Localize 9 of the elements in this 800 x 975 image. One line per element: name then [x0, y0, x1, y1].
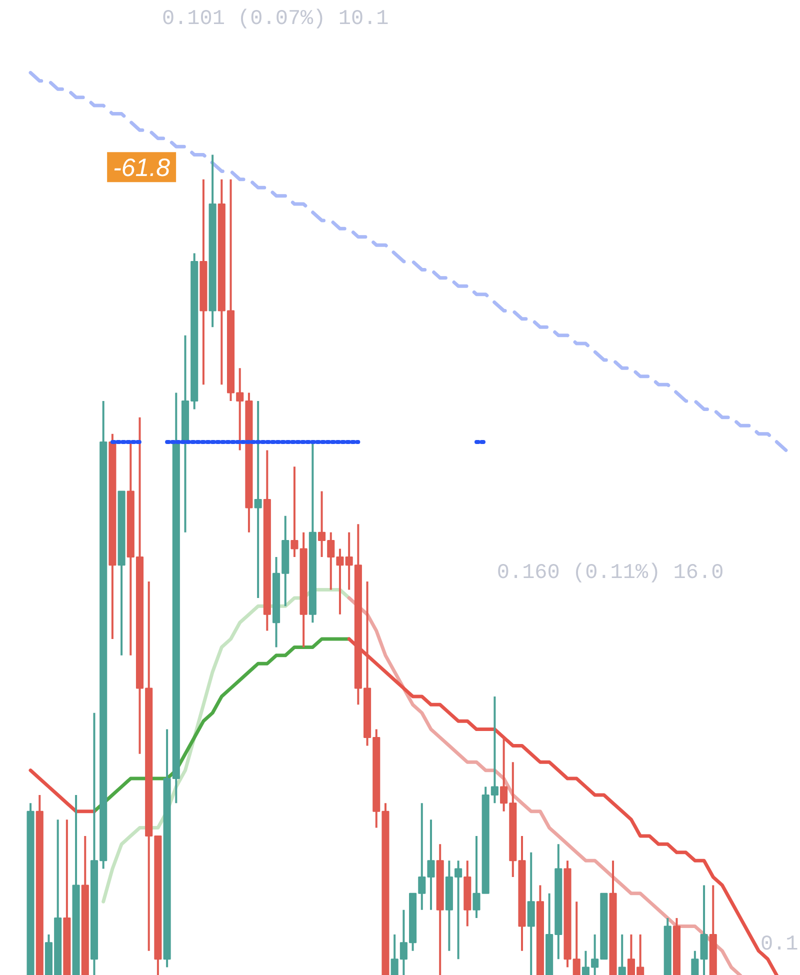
candlestick: [691, 950, 699, 975]
candlestick: [618, 933, 626, 975]
candlestick: [290, 466, 298, 558]
candlestick: [454, 860, 462, 960]
annotation: -61.8: [113, 154, 170, 182]
candlestick: [254, 400, 262, 599]
text: 0.101 (0.07%) 10.1: [162, 8, 389, 31]
annotation: 0.1: [760, 934, 798, 957]
annotation: 0.160 (0.11%) 16.0: [496, 562, 724, 585]
